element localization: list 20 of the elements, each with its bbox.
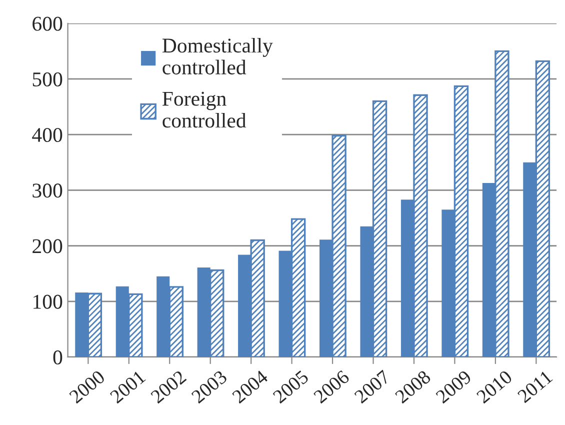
y-tick-label: 0 <box>53 350 62 364</box>
x-tick-label: 2011 <box>516 370 554 404</box>
x-tick-label: 2006 <box>312 370 350 404</box>
x-tick-label: 2005 <box>272 370 310 404</box>
y-tick-label: 400 <box>32 128 62 142</box>
y-tick-label: 300 <box>32 184 62 198</box>
y-tick-label: 500 <box>32 72 62 86</box>
y-tick-label: 100 <box>34 294 62 309</box>
legend-label: Foreign controlled <box>162 92 246 128</box>
x-tick-label: 2004 <box>232 369 269 404</box>
x-tick-label: 2002 <box>150 370 187 404</box>
y-tick-label: 600 <box>32 16 62 31</box>
legend-label: Domestically controlled <box>162 38 273 74</box>
x-tick-label: 2010 <box>476 370 513 404</box>
x-tick-label: 2008 <box>394 370 432 404</box>
y-tick-label: 200 <box>32 239 62 254</box>
x-tick-label: 2003 <box>190 370 228 404</box>
x-tick-label: 2009 <box>435 370 472 404</box>
x-tick-label: 2001 <box>109 370 146 404</box>
x-tick-label: 2000 <box>68 370 106 404</box>
